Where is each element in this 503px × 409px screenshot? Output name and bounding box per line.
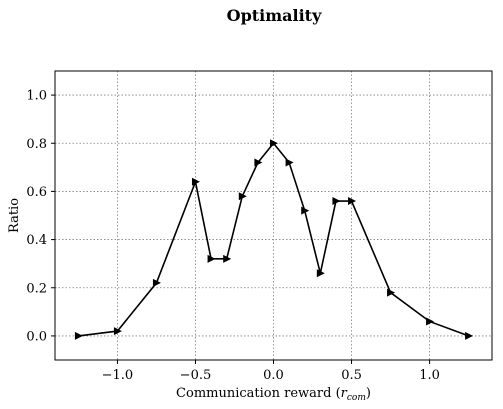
x-axis-label-main: Communication reward ( [176, 386, 341, 401]
data-point [238, 192, 247, 201]
data-point [332, 197, 341, 206]
data-point [426, 317, 435, 326]
x-tick-label: 1.0 [419, 368, 440, 383]
x-axis-label-variable: r [341, 386, 348, 401]
data-point [191, 177, 200, 186]
y-tick-label: 0.8 [26, 137, 47, 152]
data-point [207, 254, 216, 263]
data-point [152, 278, 161, 287]
y-tick-label: 1.0 [26, 89, 47, 104]
x-tick-label: −1.0 [102, 368, 134, 383]
y-axis-label: Ratio [7, 198, 22, 233]
data-point [348, 197, 357, 206]
grid [55, 71, 492, 360]
data-point [465, 331, 474, 340]
axes: −1.0 −0.5 0.0 0.5 1.0 0.0 0.2 0.4 0.6 0.8 1.0 [26, 70, 493, 383]
data-point [387, 288, 396, 297]
y-tick-label: 0.4 [26, 233, 47, 248]
data-point [270, 139, 278, 148]
y-tick-label: 0.0 [26, 329, 47, 344]
data-point [223, 254, 232, 263]
x-tick-label: 0.0 [263, 368, 284, 383]
data-point [285, 158, 294, 167]
x-tick-label: 0.5 [341, 368, 362, 383]
data-point [316, 269, 325, 278]
chart-title: Optimality [227, 6, 322, 25]
x-axis-label-subscript: com [347, 393, 366, 403]
data-point [301, 206, 310, 215]
data-point [74, 331, 83, 340]
data-point [113, 327, 122, 336]
x-axis-label-close: ) [366, 386, 371, 401]
data-point [254, 158, 263, 167]
series [74, 139, 474, 340]
y-tick-label: 0.2 [26, 281, 47, 296]
x-tick-label: −0.5 [180, 368, 212, 383]
y-tick-label: 0.6 [26, 185, 47, 200]
x-axis-label: Communication reward (rcom) [176, 386, 371, 403]
